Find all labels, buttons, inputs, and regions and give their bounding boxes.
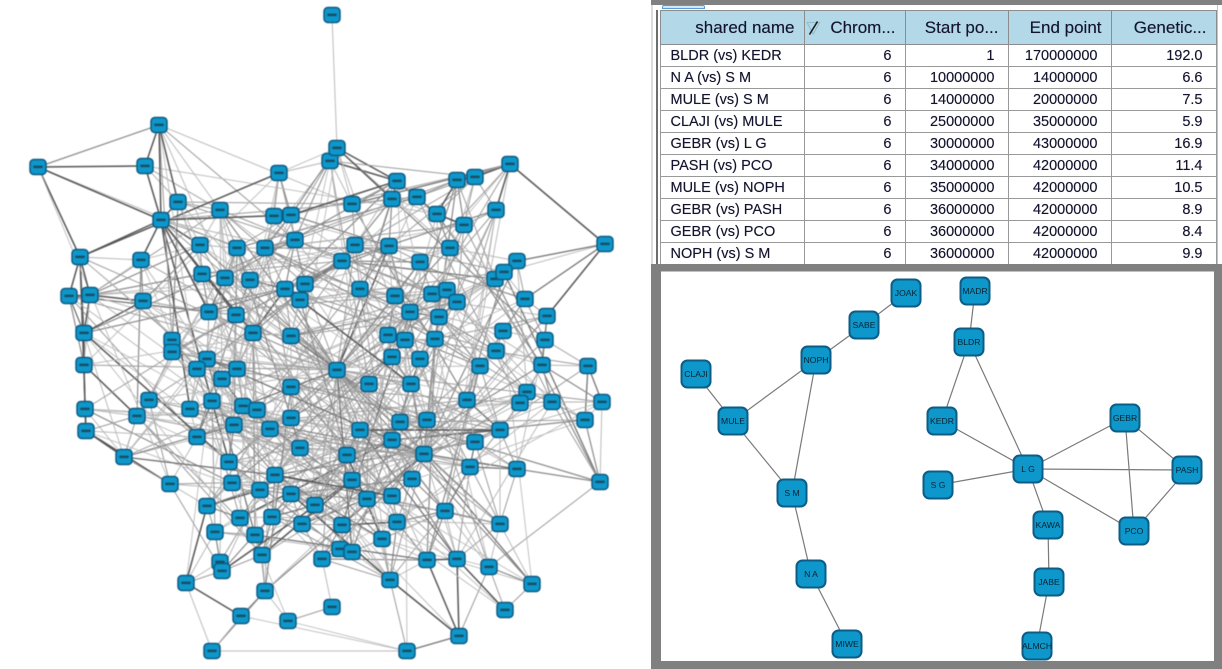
svg-text:SABE: SABE [853, 320, 876, 330]
svg-text:JOAK: JOAK [895, 288, 918, 298]
svg-text:GEBR: GEBR [1113, 413, 1137, 423]
svg-text:L G: L G [1021, 464, 1035, 474]
svg-text:MIWE: MIWE [835, 639, 859, 649]
svg-text:S G: S G [931, 480, 946, 490]
svg-text:MADR: MADR [962, 286, 987, 296]
svg-text:PCO: PCO [1125, 526, 1144, 536]
svg-text:NOPH: NOPH [804, 355, 829, 365]
svg-text:KEDR: KEDR [930, 416, 954, 426]
svg-text:CLAJI: CLAJI [684, 369, 707, 379]
svg-text:N A: N A [804, 569, 818, 579]
svg-text:S M: S M [784, 488, 799, 498]
svg-text:BLDR: BLDR [958, 337, 981, 347]
svg-text:JABE: JABE [1038, 577, 1060, 587]
svg-text:ALMCH: ALMCH [1022, 641, 1052, 651]
svg-text:KAWA: KAWA [1036, 520, 1061, 530]
svg-text:MULE: MULE [721, 416, 745, 426]
svg-text:PASH: PASH [1176, 465, 1199, 475]
